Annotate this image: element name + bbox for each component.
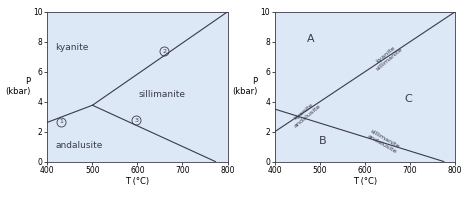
X-axis label: T (°C): T (°C) [126, 177, 149, 186]
Text: 2: 2 [163, 49, 166, 54]
Text: kyanite
andalusite: kyanite andalusite [289, 99, 322, 129]
Text: andalusite: andalusite [55, 141, 102, 150]
Text: 3: 3 [134, 118, 138, 123]
X-axis label: T (°C): T (°C) [353, 177, 377, 186]
Y-axis label: P
(kbar): P (kbar) [232, 77, 258, 96]
Text: C: C [404, 94, 411, 104]
Text: kyanite
sillimanite: kyanite sillimanite [371, 42, 404, 72]
Y-axis label: P
(kbar): P (kbar) [5, 77, 30, 96]
Text: sillimanite: sillimanite [139, 90, 186, 99]
Text: 1: 1 [59, 119, 63, 124]
Text: A: A [307, 34, 315, 44]
Text: kyanite: kyanite [55, 43, 89, 52]
Text: B: B [319, 136, 326, 146]
Text: sillimanite
andalusite: sillimanite andalusite [366, 128, 400, 154]
